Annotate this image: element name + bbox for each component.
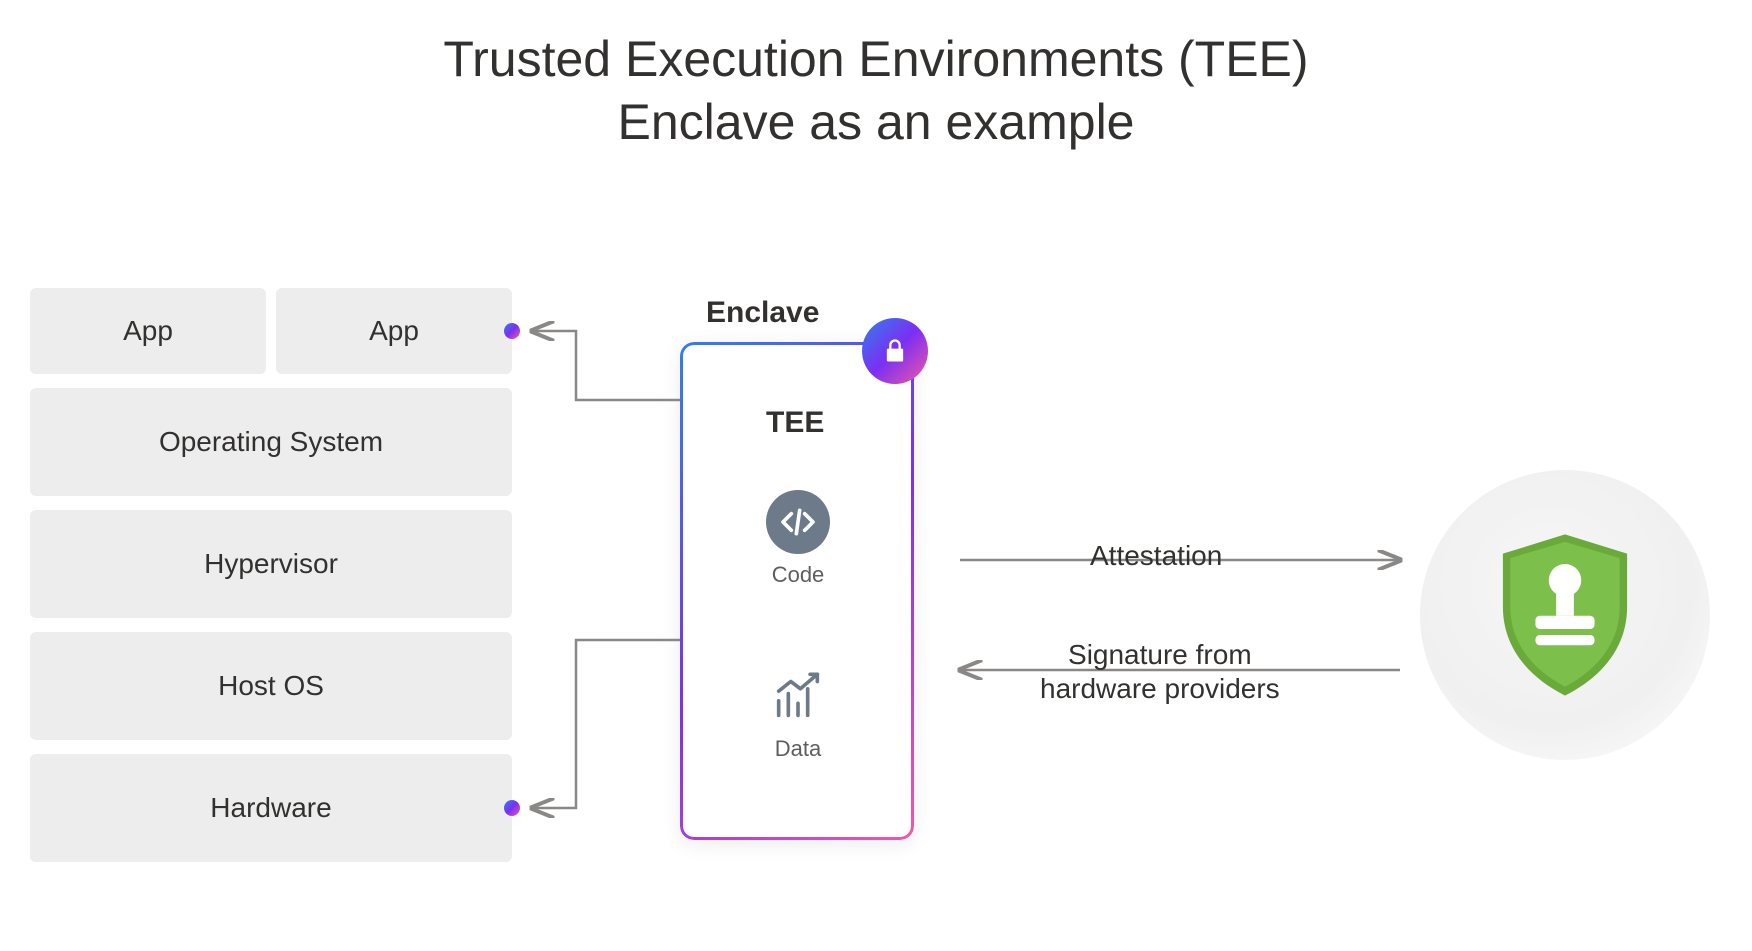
signature-arrow xyxy=(0,0,1752,951)
signature-label-line1: Signature from xyxy=(1040,638,1280,672)
signature-label-line2: hardware providers xyxy=(1040,672,1280,706)
shield-stamp-icon xyxy=(1490,530,1640,705)
signature-label: Signature from hardware providers xyxy=(1040,638,1280,705)
